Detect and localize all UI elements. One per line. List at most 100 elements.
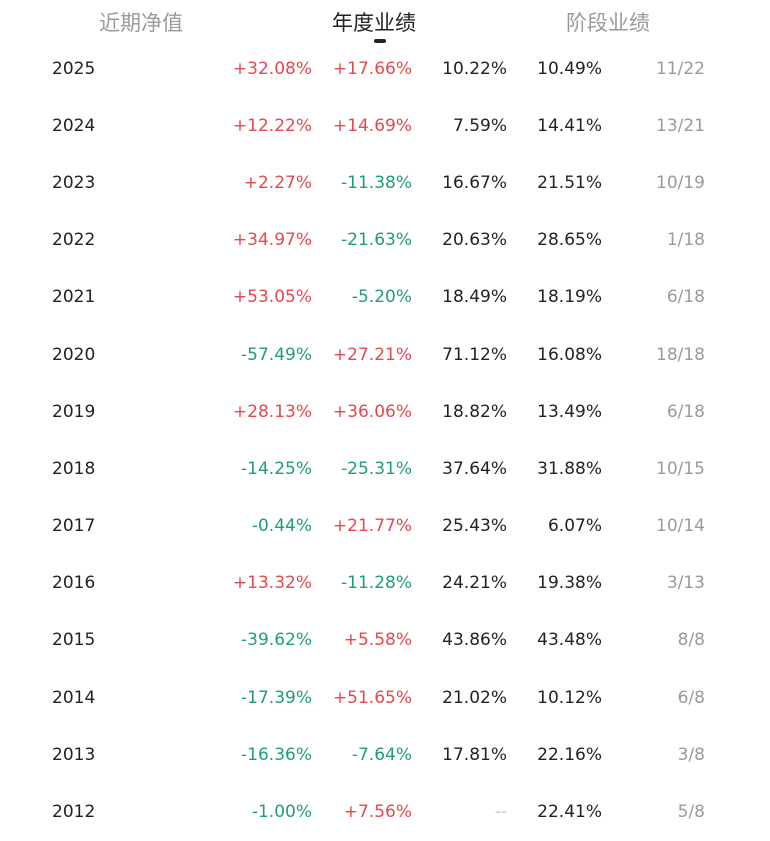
volatility-cell: 31.88% xyxy=(537,458,602,479)
max-drawdown-cell: -- xyxy=(494,802,507,823)
return-cell: -57.49% xyxy=(241,344,312,365)
benchmark-return-cell: +5.58% xyxy=(343,630,412,651)
rank-cell: 10/15 xyxy=(656,458,705,479)
benchmark-return-cell: +17.66% xyxy=(332,58,412,79)
rank-cell: 11/22 xyxy=(656,58,705,79)
return-cell: +32.08% xyxy=(232,58,312,79)
table-row: 2024 +12.22% +14.69% 7.59% 14.41% 13/21 xyxy=(0,97,770,154)
benchmark-return-cell: +51.65% xyxy=(332,687,412,708)
return-cell: -0.44% xyxy=(251,516,312,537)
return-cell: +2.27% xyxy=(243,172,312,193)
year-cell: 2019 xyxy=(52,401,96,422)
year-cell: 2013 xyxy=(52,744,96,765)
year-cell: 2017 xyxy=(52,516,96,537)
annual-performance-table: 2025 +32.08% +17.66% 10.22% 10.49% 11/22 2024 +… xyxy=(0,40,770,841)
benchmark-return-cell: +14.69% xyxy=(332,115,412,136)
max-drawdown-cell: 24.21% xyxy=(442,573,507,594)
return-cell: -14.25% xyxy=(241,458,312,479)
rank-cell: 8/8 xyxy=(677,630,705,651)
year-cell: 2016 xyxy=(52,573,96,594)
benchmark-return-cell: +21.77% xyxy=(332,516,412,537)
max-drawdown-cell: 21.02% xyxy=(442,687,507,708)
volatility-cell: 21.51% xyxy=(537,172,602,193)
return-cell: -17.39% xyxy=(241,687,312,708)
return-cell: +12.22% xyxy=(232,115,312,136)
rank-cell: 10/19 xyxy=(656,172,705,193)
year-cell: 2025 xyxy=(52,58,96,79)
table-row: 2016 +13.32% -11.28% 24.21% 19.38% 3/13 xyxy=(0,555,770,612)
year-cell: 2014 xyxy=(52,687,96,708)
benchmark-return-cell: -21.63% xyxy=(341,230,412,251)
max-drawdown-cell: 10.22% xyxy=(442,58,507,79)
volatility-cell: 22.41% xyxy=(537,802,602,823)
volatility-cell: 28.65% xyxy=(537,230,602,251)
rank-cell: 3/13 xyxy=(666,573,705,594)
volatility-cell: 10.49% xyxy=(537,58,602,79)
tab-stage-performance[interactable]: 阶段业绩 xyxy=(566,11,650,35)
benchmark-return-cell: -5.20% xyxy=(351,287,412,308)
rank-cell: 10/14 xyxy=(656,516,705,537)
table-row: 2019 +28.13% +36.06% 18.82% 13.49% 6/18 xyxy=(0,383,770,440)
year-cell: 2015 xyxy=(52,630,96,651)
volatility-cell: 18.19% xyxy=(537,287,602,308)
table-row: 2012 -1.00% +7.56% -- 22.41% 5/8 xyxy=(0,783,770,840)
volatility-cell: 19.38% xyxy=(537,573,602,594)
benchmark-return-cell: -7.64% xyxy=(351,744,412,765)
year-cell: 2024 xyxy=(52,115,96,136)
volatility-cell: 13.49% xyxy=(537,401,602,422)
rank-cell: 5/8 xyxy=(677,802,705,823)
year-cell: 2021 xyxy=(52,287,96,308)
year-cell: 2020 xyxy=(52,344,96,365)
max-drawdown-cell: 20.63% xyxy=(442,230,507,251)
benchmark-return-cell: +7.56% xyxy=(343,802,412,823)
volatility-cell: 16.08% xyxy=(537,344,602,365)
max-drawdown-cell: 18.49% xyxy=(442,287,507,308)
return-cell: +34.97% xyxy=(232,230,312,251)
table-row: 2014 -17.39% +51.65% 21.02% 10.12% 6/8 xyxy=(0,669,770,726)
max-drawdown-cell: 17.81% xyxy=(442,744,507,765)
return-cell: -1.00% xyxy=(251,802,312,823)
benchmark-return-cell: +27.21% xyxy=(332,344,412,365)
table-row: 2025 +32.08% +17.66% 10.22% 10.49% 11/22 xyxy=(0,40,770,97)
rank-cell: 6/18 xyxy=(666,401,705,422)
year-cell: 2023 xyxy=(52,172,96,193)
benchmark-return-cell: +36.06% xyxy=(332,401,412,422)
table-row: 2017 -0.44% +21.77% 25.43% 6.07% 10/14 xyxy=(0,498,770,555)
return-cell: +28.13% xyxy=(232,401,312,422)
max-drawdown-cell: 18.82% xyxy=(442,401,507,422)
max-drawdown-cell: 43.86% xyxy=(442,630,507,651)
year-cell: 2018 xyxy=(52,458,96,479)
table-row: 2015 -39.62% +5.58% 43.86% 43.48% 8/8 xyxy=(0,612,770,669)
benchmark-return-cell: -25.31% xyxy=(341,458,412,479)
table-row: 2022 +34.97% -21.63% 20.63% 28.65% 1/18 xyxy=(0,212,770,269)
max-drawdown-cell: 16.67% xyxy=(442,172,507,193)
tab-bar: 近期净值 年度业绩 阶段业绩 xyxy=(0,0,770,46)
table-row: 2013 -16.36% -7.64% 17.81% 22.16% 3/8 xyxy=(0,726,770,783)
volatility-cell: 43.48% xyxy=(537,630,602,651)
table-row: 2020 -57.49% +27.21% 71.12% 16.08% 18/18 xyxy=(0,326,770,383)
tab-recent-nav[interactable]: 近期净值 xyxy=(99,11,183,35)
rank-cell: 6/18 xyxy=(666,287,705,308)
return-cell: +13.32% xyxy=(232,573,312,594)
rank-cell: 3/8 xyxy=(677,744,705,765)
volatility-cell: 10.12% xyxy=(537,687,602,708)
rank-cell: 13/21 xyxy=(656,115,705,136)
volatility-cell: 22.16% xyxy=(537,744,602,765)
max-drawdown-cell: 71.12% xyxy=(442,344,507,365)
benchmark-return-cell: -11.38% xyxy=(341,172,412,193)
tab-annual-performance[interactable]: 年度业绩 xyxy=(332,11,416,35)
max-drawdown-cell: 37.64% xyxy=(442,458,507,479)
year-cell: 2012 xyxy=(52,802,96,823)
year-cell: 2022 xyxy=(52,230,96,251)
benchmark-return-cell: -11.28% xyxy=(341,573,412,594)
return-cell: -39.62% xyxy=(241,630,312,651)
volatility-cell: 14.41% xyxy=(537,115,602,136)
active-tab-indicator xyxy=(374,39,386,43)
rank-cell: 18/18 xyxy=(656,344,705,365)
rank-cell: 6/8 xyxy=(677,687,705,708)
return-cell: +53.05% xyxy=(232,287,312,308)
volatility-cell: 6.07% xyxy=(547,516,602,537)
max-drawdown-cell: 7.59% xyxy=(452,115,507,136)
return-cell: -16.36% xyxy=(241,744,312,765)
max-drawdown-cell: 25.43% xyxy=(442,516,507,537)
